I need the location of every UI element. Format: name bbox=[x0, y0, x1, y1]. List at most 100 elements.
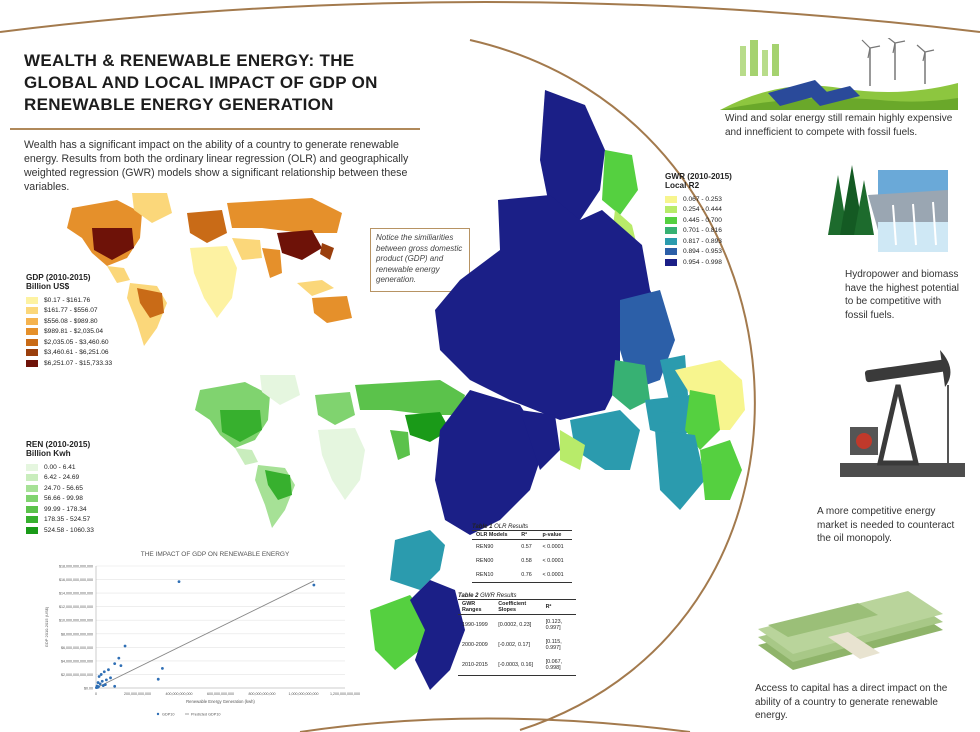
data-point bbox=[103, 683, 107, 687]
legend-swatch bbox=[665, 216, 677, 224]
gdp-legend-item: $161.77 - $556.07 bbox=[26, 306, 146, 317]
gwr-map bbox=[370, 90, 745, 690]
gdp-legend-item: $556.08 - $989.80 bbox=[26, 316, 146, 327]
table-cell: < 0.0001 bbox=[542, 572, 564, 578]
legend-swatch bbox=[26, 349, 38, 357]
chart-title: THE IMPACT OF GDP ON RENEWABLE ENERGY bbox=[141, 551, 290, 558]
y-tick-label: $0.00 bbox=[84, 687, 93, 691]
gwr-legend-item: 0.894 - 0.953 bbox=[665, 247, 775, 258]
table-cell: < 0.0001 bbox=[542, 558, 564, 564]
table-cell: [0.0002, 0.23] bbox=[498, 622, 532, 628]
ren-legend-item: 178.35 - 524.57 bbox=[26, 515, 146, 526]
table-cell: REN10 bbox=[476, 572, 494, 578]
legend-swatch bbox=[26, 328, 38, 336]
gwr-legend-item: 0.254 - 0.444 bbox=[665, 205, 775, 216]
y-tick-label: $2,000,000,000,000 bbox=[61, 673, 93, 677]
ren-legend-item: 0.00 - 6.41 bbox=[26, 462, 146, 473]
gwr-legend: GWR (2010-2015) Local R2 0.067 - 0.253 0.… bbox=[665, 172, 775, 268]
legend-label: 0.445 - 0.700 bbox=[683, 216, 722, 224]
gdp-legend-unit: Billion US$ bbox=[26, 282, 70, 291]
table-header-cell: R² bbox=[545, 604, 552, 610]
data-point bbox=[123, 644, 127, 648]
legend-swatch bbox=[665, 206, 677, 214]
data-point bbox=[119, 664, 123, 668]
legend-swatch bbox=[26, 296, 38, 304]
legend-swatch bbox=[26, 526, 38, 534]
data-point bbox=[156, 677, 160, 681]
legend-swatch bbox=[26, 495, 38, 503]
table-header-row: GWR Ranges Coefficient Slopes R² bbox=[458, 600, 576, 615]
table-cell: 2000-2009 bbox=[462, 642, 488, 648]
y-axis-label: GDP 2010-2015 (US$) bbox=[44, 606, 49, 647]
table-cell: 0.58 bbox=[521, 558, 532, 564]
legend-swatch bbox=[665, 195, 677, 203]
ren-legend-item: 524.58 - 1060.33 bbox=[26, 525, 146, 536]
data-point bbox=[98, 682, 102, 686]
table2-gwr-results: Table 2 GWR Results GWR Ranges Coefficien… bbox=[458, 593, 576, 676]
legend-label: 99.99 - 178.34 bbox=[44, 505, 87, 513]
data-point bbox=[102, 670, 106, 674]
table-cell: REN00 bbox=[476, 558, 494, 564]
legend-label: Predicted GDP10 bbox=[191, 713, 221, 717]
x-tick-label: 1,200,000,000,000 bbox=[330, 692, 360, 696]
table1-olr-results: Table 1 OLR Results OLR Models R² p-value R… bbox=[472, 524, 572, 583]
table-cell: [-0.002, 0.17] bbox=[498, 642, 531, 648]
data-point bbox=[96, 681, 100, 684]
ren-legend-item: 24.70 - 56.65 bbox=[26, 483, 146, 494]
legend-label: 0.894 - 0.953 bbox=[683, 248, 722, 256]
table-cell: REN90 bbox=[476, 544, 494, 550]
legend-label: $3,460.61 - $6,251.06 bbox=[44, 349, 109, 357]
legend-label: $6,251.07 - $15,733.33 bbox=[44, 359, 113, 367]
y-tick-label: $4,000,000,000,000 bbox=[61, 659, 93, 663]
gdp-legend-item: $989.81 - $2,035.04 bbox=[26, 327, 146, 338]
data-point bbox=[107, 668, 110, 672]
data-point bbox=[161, 666, 164, 670]
gdp-world-map bbox=[67, 193, 352, 346]
legend-swatch bbox=[26, 359, 38, 367]
data-point bbox=[113, 662, 117, 665]
data-point bbox=[95, 686, 98, 690]
table-cell: [0.067, 0.998] bbox=[545, 659, 563, 671]
data-point bbox=[177, 580, 181, 583]
table-cell: [-0.0003, 0.16] bbox=[498, 662, 534, 668]
ren-legend-item: 99.99 - 178.34 bbox=[26, 504, 146, 515]
legend-label: GDP10 bbox=[162, 713, 174, 717]
legend-label: 24.70 - 56.65 bbox=[44, 484, 83, 492]
data-point bbox=[117, 656, 121, 660]
gwr-legend-unit: Local R2 bbox=[665, 181, 700, 190]
table-header-cell: GWR Ranges bbox=[462, 601, 482, 613]
legend-label: 178.35 - 524.57 bbox=[44, 516, 91, 524]
table-cell: 0.57 bbox=[521, 544, 532, 550]
hydropower-caption: Hydropower and biomass have the highest … bbox=[845, 269, 959, 321]
similarity-note: Notice the similiarities between gross d… bbox=[370, 228, 470, 292]
x-tick-label: 1,000,000,000,000 bbox=[289, 692, 319, 696]
gwr-legend-item: 0.954 - 0.998 bbox=[665, 257, 775, 268]
table-row: REN10 0.76 < 0.0001 bbox=[472, 568, 572, 583]
data-point bbox=[99, 673, 103, 676]
y-tick-label: $16,000,000,000,000 bbox=[59, 578, 93, 582]
y-tick-label: $14,000,000,000,000 bbox=[59, 592, 93, 596]
gdp-legend-title: GDP (2010-2015) bbox=[26, 273, 91, 282]
table-header-row: OLR Models R² p-value bbox=[472, 531, 572, 540]
hydropower-illustration bbox=[828, 165, 948, 252]
legend-label: $0.17 - $161.76 bbox=[44, 296, 91, 304]
y-tick-label: $10,000,000,000,000 bbox=[59, 619, 93, 623]
oil-caption: A more competitive energy market is need… bbox=[817, 506, 955, 544]
legend-swatch bbox=[665, 227, 677, 235]
table-header-cell: OLR Models bbox=[476, 532, 508, 538]
data-point bbox=[97, 675, 101, 678]
legend-swatch bbox=[26, 484, 38, 492]
gdp-legend-item: $3,460.61 - $6,251.06 bbox=[26, 348, 146, 359]
poster-title: WEALTH & RENEWABLE ENERGY: THE GLOBAL AN… bbox=[24, 51, 378, 114]
legend-swatch bbox=[26, 463, 38, 471]
legend-swatch bbox=[26, 338, 38, 346]
legend-label: 0.00 - 6.41 bbox=[44, 463, 76, 471]
table2-caption: Table 2 bbox=[458, 593, 479, 599]
legend-label: 524.58 - 1060.33 bbox=[44, 526, 94, 534]
data-point bbox=[113, 684, 117, 688]
legend-swatch bbox=[26, 474, 38, 482]
legend-label: 0.067 - 0.253 bbox=[683, 195, 722, 203]
trend-line bbox=[95, 580, 315, 689]
table-cell: < 0.0001 bbox=[542, 544, 564, 550]
